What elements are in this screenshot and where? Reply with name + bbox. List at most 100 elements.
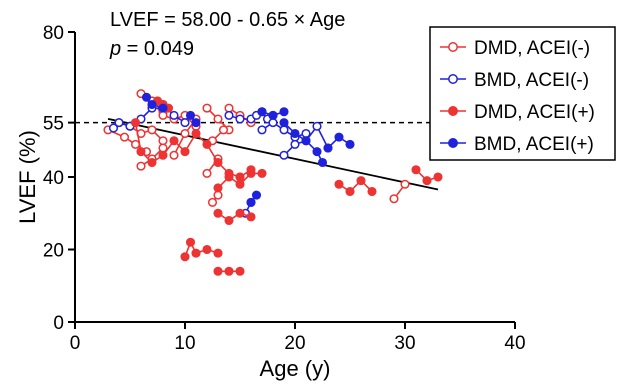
y-tick-label: 20 [43,241,64,262]
data-point [218,125,229,135]
data-point [119,132,130,142]
data-point [279,125,289,135]
data-point [213,114,223,124]
data-point [356,176,366,186]
x-tick-label: 10 [174,333,195,354]
legend-item-2: BMD, ACEI(-) [440,70,589,91]
data-point [185,237,196,247]
legend-item-4: BMD, ACEI(+) [440,134,594,155]
data-point [235,266,245,276]
data-point [213,208,223,218]
data-point [130,118,141,128]
data-point [235,172,245,182]
series-3 [130,96,443,276]
data-point [136,147,146,157]
plot-area [75,89,530,276]
series-line [217,212,252,222]
data-point [312,147,322,157]
data-point [246,165,256,175]
data-point [108,123,119,133]
data-point [147,99,157,110]
data-point [202,103,212,113]
legend-label: BMD, ACEI(+) [474,134,594,155]
data-point [224,103,234,113]
data-point [389,194,399,204]
data-point [224,110,234,120]
data-point [367,186,377,197]
data-point [130,139,141,149]
data-point [147,157,157,168]
series-line [338,179,373,193]
regression-line [107,117,439,191]
data-point [312,121,322,131]
data-point [235,114,245,124]
legend-marker [448,42,458,52]
legend-item-3: DMD, ACEI(+) [440,102,595,123]
data-point [207,197,218,207]
data-point [400,179,410,189]
axes: 0 10 20 30 40 0 20 40 55 80 [43,23,526,354]
legend-label: DMD, ACEI(-) [474,38,590,59]
legend-box [429,26,616,161]
data-point [422,176,432,186]
data-point [213,157,223,168]
data-point [224,215,234,226]
equation-annotation: LVEF = 58.00 - 0.65 × Age [110,9,345,31]
data-point [279,118,289,128]
data-point [202,139,212,149]
data-point [334,132,344,142]
data-point [136,161,146,171]
data-point [235,208,245,218]
data-point [158,136,168,146]
data-point [180,128,190,139]
data-point [213,183,223,193]
data-point [191,118,201,128]
data-point [169,150,179,160]
p-value-text: = 0.049 [121,38,194,60]
series-4 [141,92,355,207]
data-point [114,118,124,128]
data-point [202,168,212,178]
data-point [213,248,223,258]
data-point [180,252,190,262]
data-point [257,168,267,178]
y-tick-label: 80 [43,23,64,44]
data-point [202,244,212,255]
x-tick-label: 20 [284,333,305,354]
data-point [158,103,168,113]
data-point [334,179,344,189]
data-point [323,143,333,153]
data-point [185,110,196,120]
data-point [213,266,223,276]
data-point [257,107,267,117]
data-point [433,172,443,182]
data-point [279,150,289,160]
legend-label: DMD, ACEI(+) [474,102,595,123]
x-tick-label: 0 [70,333,81,354]
data-point [290,139,300,149]
data-point [411,165,421,175]
data-point [246,212,256,222]
legend: DMD, ACEI(-) BMD, ACEI(-) DMD, ACEI(+) BMD,… [429,26,616,161]
data-point [246,197,256,207]
x-tick-label: 30 [394,333,415,354]
data-point [180,147,190,157]
x-tick-label: 40 [504,333,525,354]
legend-marker [448,74,458,84]
data-point [301,136,311,146]
y-tick-label: 40 [43,168,64,189]
data-point [268,118,278,128]
y-axis-title: LVEF (%) [15,130,40,224]
data-point [158,110,168,120]
data-point [290,128,300,139]
data-point [345,186,355,197]
legend-item-1: DMD, ACEI(-) [440,38,590,59]
data-point [235,179,245,189]
legend-marker [448,138,458,148]
y-tick-label: 55 [43,114,64,135]
data-point [257,125,267,135]
legend-label: BMD, ACEI(-) [474,70,589,91]
x-axis-title: Age (y) [260,356,331,381]
data-point [191,128,201,139]
data-point [169,136,179,146]
